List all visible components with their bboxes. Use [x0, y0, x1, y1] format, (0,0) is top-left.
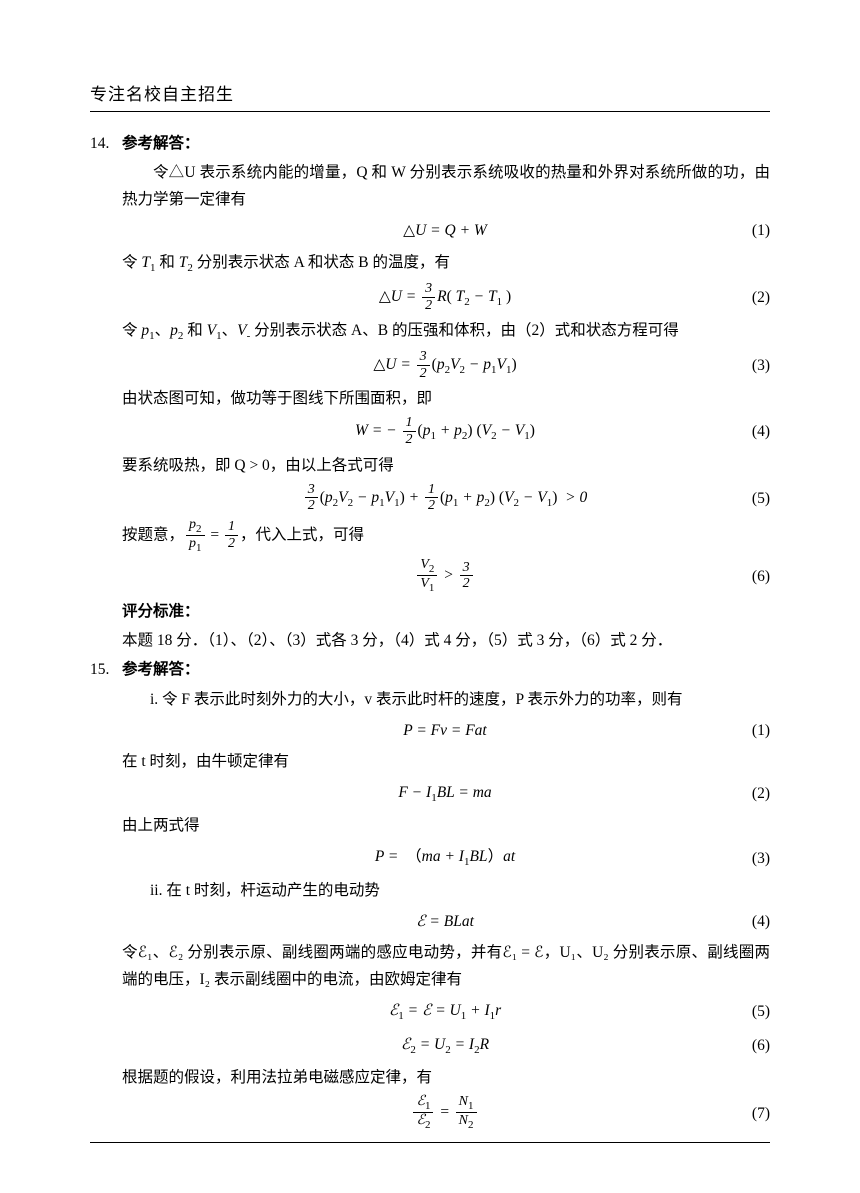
- q15-eq5: ℰ1 = ℰ = U1 + I1r (5): [90, 997, 770, 1026]
- page-header: 专注名校自主招生: [90, 80, 770, 112]
- q14-number: 14.: [90, 130, 122, 157]
- q15-eq3: P = （ma + I1BL）at (3): [90, 843, 770, 872]
- q14-heading: 14. 参考解答：: [90, 130, 770, 157]
- q14-p4: 由状态图可知，做功等于图线下所围面积，即: [122, 385, 770, 412]
- q14-eq2: △U = 32R( T2 − T1 ) (2): [90, 282, 770, 313]
- q15-eq7: ℰ1ℰ2 = N1N2 (7): [90, 1095, 770, 1131]
- page: 专注名校自主招生 14. 参考解答： 令△U 表示系统内能的增量，Q 和 W 分…: [0, 0, 860, 1193]
- q15-eq1: P = Fv = Fat (1): [90, 717, 770, 744]
- q15-p3: 由上两式得: [122, 812, 770, 839]
- q14-grade: 本题 18 分．（1）、（2）、（3）式各 3 分，（4）式 4 分，（5）式 …: [122, 627, 770, 654]
- q15-p4: 令ℰ₁、ℰ₂ 分别表示原、副线圈两端的感应电动势，并有ℰ₁ = ℰ，U₁、U₂ …: [122, 939, 770, 993]
- q14-p3: 令 p1、p2 和 V1、V- 分别表示状态 A、B 的压强和体积，由（2）式和…: [122, 317, 770, 346]
- content-body: 14. 参考解答： 令△U 表示系统内能的增量，Q 和 W 分别表示系统吸收的热…: [90, 130, 770, 1131]
- q14-p1: 令△U 表示系统内能的增量，Q 和 W 分别表示系统吸收的热量和外界对系统所做的…: [122, 159, 770, 213]
- q14-eq6: V2V1 > 32 (6): [90, 558, 770, 594]
- q15-eq2: F − I1BL = ma (2): [90, 779, 770, 808]
- q14-p2: 令 T1 和 T2 分别表示状态 A 和状态 B 的温度，有: [122, 249, 770, 278]
- q14-p5: 要系统吸热，即 Q > 0，由以上各式可得: [122, 452, 770, 479]
- q14-eq3: △U = 32(p2V2 − p1V1) (3): [90, 350, 770, 381]
- q15-heading: 15. 参考解答：: [90, 656, 770, 683]
- q15-eq4: ℰ = BLat (4): [90, 908, 770, 935]
- q15-label: 参考解答：: [122, 656, 200, 683]
- q14-eq4: W = − 12(p1 + p2) (V2 − V1) (4): [90, 416, 770, 447]
- q15-p5: 根据题的假设，利用法拉弟电磁感应定律，有: [122, 1064, 770, 1091]
- footer-rule: [90, 1142, 770, 1143]
- q14-grade-label: 评分标准：: [122, 598, 770, 625]
- q14-p6: 按题意，p2p1 = 12，代入上式，可得: [122, 518, 770, 554]
- q15-p2: 在 t 时刻，由牛顿定律有: [122, 748, 770, 775]
- q15-number: 15.: [90, 656, 122, 683]
- q14-eq5: 32(p2V2 − p1V1) + 12(p1 + p2) (V2 − V1) …: [90, 483, 770, 514]
- q15-i2: ii. 在 t 时刻，杆运动产生的电动势: [150, 877, 770, 904]
- q15-eq6: ℰ2 = U2 = I2R (6): [90, 1031, 770, 1060]
- q14-label: 参考解答：: [122, 130, 200, 157]
- q15-i1: i. 令 F 表示此时刻外力的大小，v 表示此时杆的速度，P 表示外力的功率，则…: [150, 686, 770, 713]
- q14-eq1: △U = Q + W (1): [90, 217, 770, 244]
